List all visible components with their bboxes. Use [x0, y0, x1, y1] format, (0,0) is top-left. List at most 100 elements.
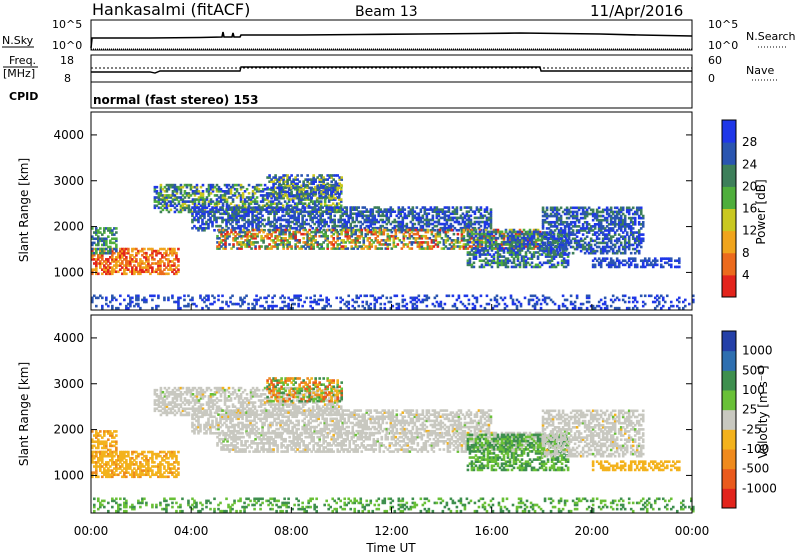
- echo-cell: [303, 301, 306, 304]
- echo-cell: [337, 210, 340, 213]
- echo-cell: [215, 206, 218, 209]
- echo-cell: [521, 233, 524, 236]
- echo-cell: [369, 307, 372, 310]
- echo-cell: [347, 307, 350, 310]
- echo-cell: [201, 206, 204, 209]
- echo-cell: [341, 299, 344, 302]
- echo-cell: [491, 266, 494, 269]
- echo-cell: [303, 206, 306, 209]
- echo-cell: [620, 242, 623, 245]
- echo-cell: [263, 219, 266, 222]
- echo-cell: [339, 307, 342, 310]
- echo-cell: [268, 229, 271, 232]
- echo-cell: [383, 307, 386, 310]
- echo-cell: [456, 206, 459, 209]
- echo-cell: [606, 257, 609, 260]
- echo-cell: [256, 200, 259, 203]
- echo-cell: [213, 297, 216, 300]
- echo-cell: [115, 231, 118, 234]
- echo-cell: [310, 197, 313, 200]
- echo-cell: [248, 192, 251, 195]
- echo-cell: [309, 297, 312, 300]
- echo-cell: [388, 243, 391, 246]
- echo-cell: [357, 206, 360, 209]
- echo-cell: [418, 295, 421, 298]
- echo-cell: [427, 229, 430, 232]
- echo-cell: [439, 241, 442, 244]
- echo-cell: [151, 307, 154, 310]
- echo-cell: [395, 229, 398, 232]
- freq-label-1: Freq.: [9, 54, 36, 67]
- echo-cell: [246, 188, 249, 191]
- echo-cell: [247, 303, 250, 306]
- echo-cell: [642, 215, 645, 218]
- echo-cell: [232, 243, 235, 246]
- echo-cell: [111, 305, 114, 308]
- echo-cell: [321, 299, 324, 302]
- echo-cell: [101, 297, 104, 300]
- echo-cell: [153, 295, 156, 298]
- echo-cell: [457, 233, 460, 236]
- echo-cell: [283, 301, 286, 304]
- echo-cell: [171, 295, 174, 298]
- echo-cell: [127, 248, 130, 251]
- echo-cell: [630, 252, 633, 255]
- echo-cell: [217, 299, 220, 302]
- echo-cell: [503, 235, 506, 238]
- echo-cell: [610, 207, 613, 210]
- echo-cell: [298, 229, 301, 232]
- echo-cell: [432, 215, 435, 218]
- echo-cell: [271, 206, 274, 209]
- echo-cell: [458, 295, 461, 298]
- station-title: Hankasalmi (fitACF): [92, 0, 250, 19]
- echo-cell: [351, 217, 354, 220]
- echo-cell: [297, 303, 300, 306]
- echo-cell: [264, 184, 267, 187]
- echo-cell: [622, 207, 625, 210]
- echo-cell: [316, 185, 319, 188]
- echo-cell: [401, 229, 404, 232]
- echo-cell: [326, 235, 329, 238]
- echo-cell: [274, 174, 277, 177]
- echo-cell: [586, 235, 589, 238]
- echo-cell: [247, 206, 250, 209]
- echo-cell: [196, 184, 199, 187]
- echo-cell: [468, 299, 471, 302]
- echo-cell: [296, 174, 299, 177]
- echo-cell: [568, 252, 571, 255]
- cpid-label: CPID: [9, 90, 38, 103]
- echo-cell: [145, 299, 148, 302]
- echo-cell: [290, 245, 293, 248]
- echo-cell: [195, 305, 198, 308]
- echo-cell: [475, 231, 478, 234]
- echo-cell: [188, 204, 191, 207]
- echo-cell: [312, 174, 315, 177]
- echo-cell: [293, 303, 296, 306]
- echo-cell: [221, 307, 224, 310]
- echo-cell: [151, 299, 154, 302]
- echo-cell: [275, 305, 278, 308]
- echo-cell: [456, 307, 459, 310]
- echo-cell: [290, 191, 293, 194]
- echo-cell: [594, 264, 597, 267]
- echo-cell: [656, 264, 659, 267]
- echo-cell: [416, 305, 419, 308]
- echo-cell: [542, 207, 545, 210]
- echo-cell: [634, 257, 637, 260]
- echo-cell: [335, 297, 338, 300]
- echo-cell: [199, 295, 202, 298]
- echo-cell: [177, 248, 180, 251]
- echo-cell: [355, 225, 358, 228]
- echo-cell: [626, 231, 629, 234]
- echo-cell: [301, 305, 304, 308]
- echo-cell: [531, 262, 534, 265]
- echo-cell: [453, 233, 456, 236]
- echo-cell: [207, 307, 210, 310]
- echo-cell: [361, 301, 364, 304]
- echo-cell: [125, 256, 128, 259]
- echo-cell: [678, 266, 681, 269]
- echo-cell: [320, 197, 323, 200]
- nave-tick-top: 60: [708, 54, 722, 67]
- echo-cell: [434, 229, 437, 232]
- echo-cell: [338, 193, 341, 196]
